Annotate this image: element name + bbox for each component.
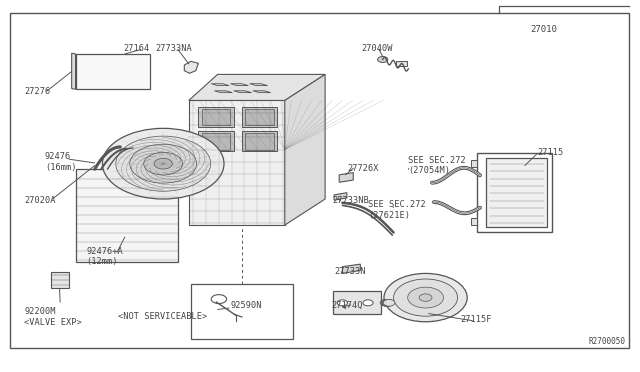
Circle shape [381, 299, 392, 306]
Circle shape [116, 136, 211, 191]
Circle shape [382, 299, 394, 306]
Circle shape [383, 299, 395, 306]
FancyBboxPatch shape [245, 133, 274, 150]
Circle shape [144, 153, 182, 175]
Polygon shape [342, 264, 360, 273]
Text: 27276: 27276 [24, 87, 51, 96]
Polygon shape [333, 291, 381, 314]
Text: R2700050: R2700050 [589, 337, 626, 346]
Text: 92200M
<VALVE EXP>: 92200M <VALVE EXP> [24, 307, 82, 327]
FancyBboxPatch shape [245, 109, 274, 125]
Polygon shape [486, 158, 547, 227]
Circle shape [130, 144, 196, 183]
Circle shape [408, 287, 444, 308]
Text: 27115: 27115 [538, 148, 564, 157]
Text: 27733NB: 27733NB [333, 196, 369, 205]
FancyBboxPatch shape [198, 107, 234, 127]
Polygon shape [189, 100, 285, 225]
Circle shape [378, 57, 388, 62]
Bar [191, 284, 293, 339]
Text: 27020A: 27020A [24, 196, 56, 205]
FancyBboxPatch shape [242, 107, 277, 127]
Circle shape [154, 158, 172, 169]
Circle shape [102, 128, 224, 199]
Text: 27733N: 27733N [334, 267, 365, 276]
Polygon shape [184, 61, 198, 73]
FancyBboxPatch shape [202, 133, 230, 150]
Circle shape [337, 300, 348, 306]
Text: 27164: 27164 [124, 44, 150, 53]
FancyBboxPatch shape [202, 109, 230, 125]
Polygon shape [72, 53, 76, 89]
Polygon shape [339, 173, 353, 182]
Text: 92476
(16mm): 92476 (16mm) [45, 152, 76, 171]
Circle shape [381, 299, 393, 306]
FancyBboxPatch shape [198, 131, 234, 151]
Text: 27726X: 27726X [347, 164, 378, 173]
Circle shape [419, 294, 432, 301]
Circle shape [383, 299, 394, 306]
Bar [471, 160, 477, 167]
Polygon shape [214, 91, 232, 93]
Polygon shape [250, 84, 268, 86]
Text: SEE SEC.272
(27621E): SEE SEC.272 (27621E) [368, 201, 426, 220]
Polygon shape [285, 74, 325, 225]
Polygon shape [253, 91, 271, 93]
Bar [396, 61, 407, 66]
Text: 27733NA: 27733NA [156, 44, 192, 53]
Text: 27115F: 27115F [461, 315, 492, 324]
Polygon shape [234, 91, 252, 93]
Text: <NOT SERVICEABLE>: <NOT SERVICEABLE> [118, 312, 207, 321]
Text: 27010: 27010 [531, 25, 557, 34]
Text: 92590N: 92590N [230, 301, 262, 310]
Circle shape [381, 299, 392, 306]
Circle shape [383, 299, 394, 306]
Text: 92476+A
(12mm): 92476+A (12mm) [86, 247, 123, 266]
Polygon shape [334, 193, 347, 200]
Text: 27174Q: 27174Q [332, 301, 363, 310]
Polygon shape [211, 84, 229, 86]
Circle shape [363, 300, 373, 306]
Bar [471, 218, 477, 225]
Text: 27040W: 27040W [362, 44, 393, 53]
Circle shape [380, 299, 392, 306]
Polygon shape [189, 74, 325, 100]
Circle shape [394, 279, 458, 316]
Polygon shape [76, 169, 178, 262]
Polygon shape [230, 84, 248, 86]
Polygon shape [76, 54, 150, 89]
FancyBboxPatch shape [242, 131, 277, 151]
Polygon shape [51, 272, 69, 288]
Circle shape [384, 273, 467, 322]
Text: SEE SEC.272
(27054M): SEE SEC.272 (27054M) [408, 156, 466, 175]
